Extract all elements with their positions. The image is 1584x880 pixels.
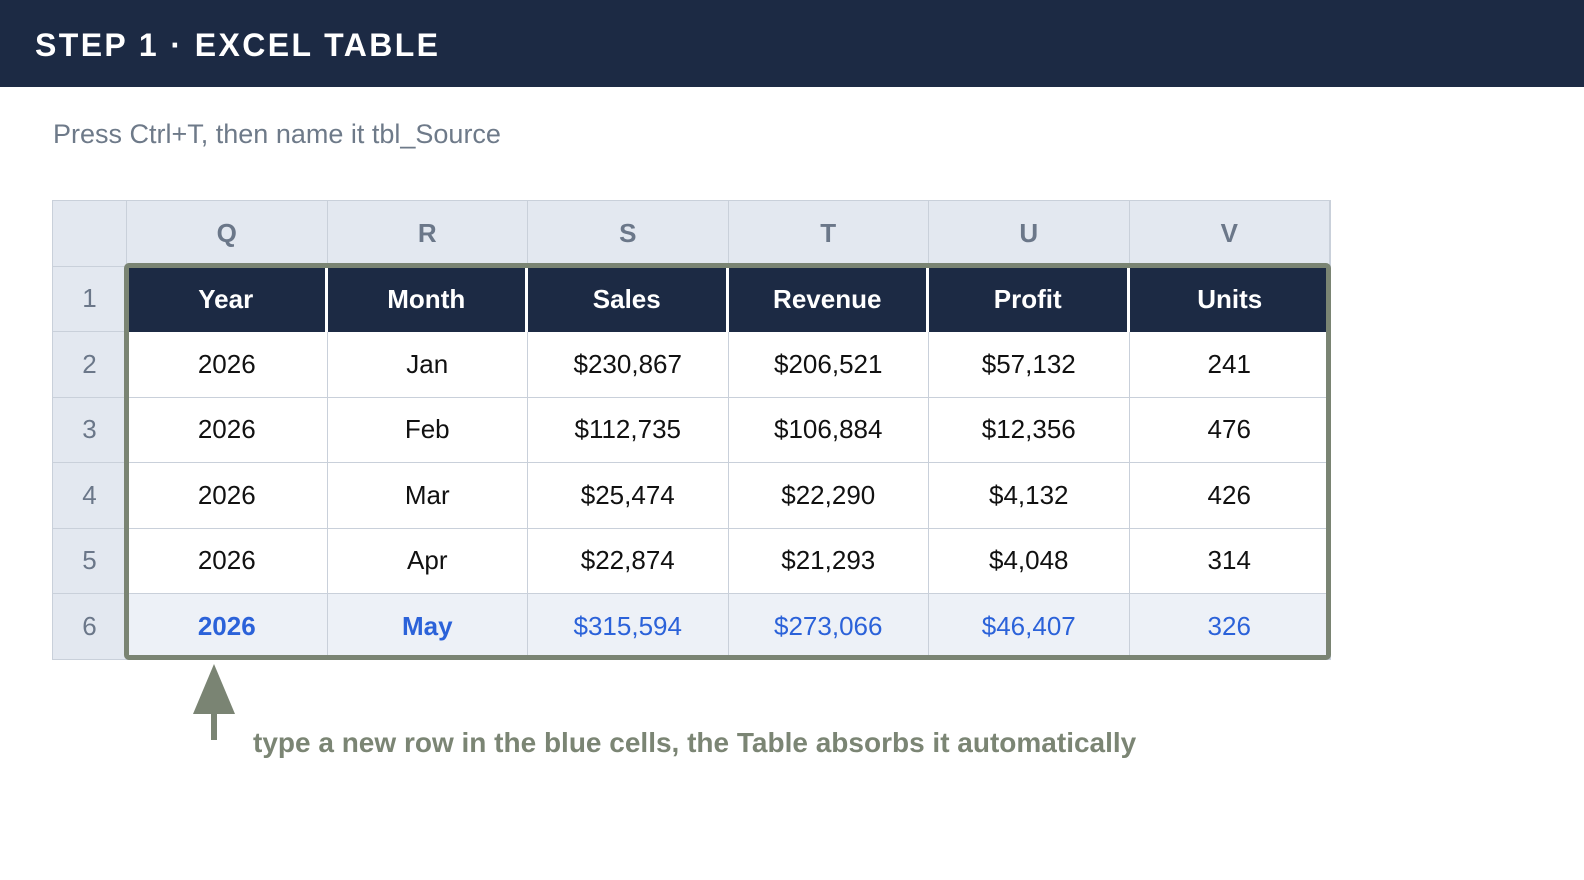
spreadsheet-grid: Q R S T U V 1 2 3 4 5 6 Year Month Sales Revenue Profit U… bbox=[52, 200, 1331, 660]
table-cell[interactable]: $57,132 bbox=[929, 332, 1130, 398]
table-cell[interactable]: $106,884 bbox=[728, 397, 929, 463]
table-header-revenue[interactable]: Revenue bbox=[728, 266, 929, 332]
table-cell[interactable]: 314 bbox=[1129, 528, 1330, 594]
column-header-r[interactable]: R bbox=[327, 201, 528, 267]
new-row-cell[interactable]: 326 bbox=[1129, 594, 1330, 660]
hint-text: type a new row in the blue cells, the Ta… bbox=[253, 727, 1137, 758]
table-cell[interactable]: $22,874 bbox=[528, 528, 729, 594]
table-cell[interactable]: 2026 bbox=[127, 397, 328, 463]
row-header-5[interactable]: 5 bbox=[53, 528, 127, 594]
new-row-cell[interactable]: $273,066 bbox=[728, 594, 929, 660]
table-cell[interactable]: $112,735 bbox=[528, 397, 729, 463]
row-header-3[interactable]: 3 bbox=[53, 397, 127, 463]
table-header-year[interactable]: Year bbox=[127, 266, 328, 332]
table-cell[interactable]: $230,867 bbox=[528, 332, 729, 398]
row-header-4[interactable]: 4 bbox=[53, 463, 127, 529]
table-header-sales[interactable]: Sales bbox=[528, 266, 729, 332]
table-cell[interactable]: $22,290 bbox=[728, 463, 929, 529]
row-header-6[interactable]: 6 bbox=[53, 594, 127, 660]
table-header-profit[interactable]: Profit bbox=[929, 266, 1130, 332]
table-cell[interactable]: $25,474 bbox=[528, 463, 729, 529]
column-header-q[interactable]: Q bbox=[127, 201, 328, 267]
instruction-text: Press Ctrl+T, then name it tbl_Source bbox=[53, 119, 501, 149]
table-cell[interactable]: $12,356 bbox=[929, 397, 1130, 463]
table-cell[interactable]: 2026 bbox=[127, 463, 328, 529]
table-cell[interactable]: 476 bbox=[1129, 397, 1330, 463]
table-cell[interactable]: $4,048 bbox=[929, 528, 1130, 594]
select-all-corner[interactable] bbox=[53, 201, 127, 267]
column-header-s[interactable]: S bbox=[528, 201, 729, 267]
table-cell[interactable]: Feb bbox=[327, 397, 528, 463]
table-cell[interactable]: Jan bbox=[327, 332, 528, 398]
table-cell[interactable]: $206,521 bbox=[728, 332, 929, 398]
table-cell[interactable]: 426 bbox=[1129, 463, 1330, 529]
table-cell[interactable]: Mar bbox=[327, 463, 528, 529]
table-header-month[interactable]: Month bbox=[327, 266, 528, 332]
title-banner: STEP 1 · EXCEL TABLE bbox=[0, 0, 1584, 87]
column-header-t[interactable]: T bbox=[728, 201, 929, 267]
column-header-u[interactable]: U bbox=[929, 201, 1130, 267]
new-row-cell[interactable]: $46,407 bbox=[929, 594, 1130, 660]
table-header-units[interactable]: Units bbox=[1129, 266, 1330, 332]
new-row-cell[interactable]: May bbox=[327, 594, 528, 660]
table-cell[interactable]: $4,132 bbox=[929, 463, 1130, 529]
table-cell[interactable]: 2026 bbox=[127, 528, 328, 594]
column-header-v[interactable]: V bbox=[1129, 201, 1330, 267]
row-header-2[interactable]: 2 bbox=[53, 332, 127, 398]
new-row-cell[interactable]: 2026 bbox=[127, 594, 328, 660]
table-cell[interactable]: $21,293 bbox=[728, 528, 929, 594]
table-cell[interactable]: 241 bbox=[1129, 332, 1330, 398]
new-row-cell[interactable]: $315,594 bbox=[528, 594, 729, 660]
table-cell[interactable]: Apr bbox=[327, 528, 528, 594]
page-title: STEP 1 · EXCEL TABLE bbox=[35, 27, 441, 63]
table-cell[interactable]: 2026 bbox=[127, 332, 328, 398]
arrow-up-icon bbox=[193, 664, 235, 740]
row-header-1[interactable]: 1 bbox=[53, 266, 127, 332]
